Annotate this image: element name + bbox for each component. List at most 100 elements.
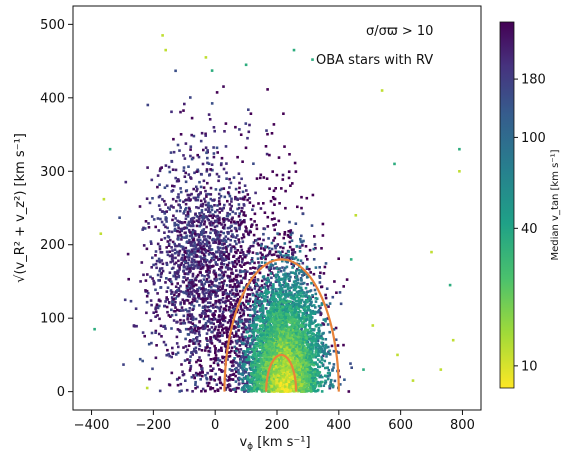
data-point	[269, 300, 273, 304]
data-point	[212, 361, 216, 365]
data-point	[158, 208, 162, 211]
data-point	[207, 201, 210, 205]
data-point	[169, 151, 173, 154]
data-point	[241, 270, 244, 273]
data-point	[223, 279, 226, 283]
data-point	[212, 152, 216, 155]
data-point	[238, 282, 241, 285]
data-point	[226, 244, 230, 248]
data-point	[193, 329, 196, 332]
data-point	[234, 222, 238, 225]
data-point	[216, 358, 219, 362]
data-point	[248, 379, 251, 382]
data-point	[225, 245, 228, 249]
data-point	[192, 224, 195, 228]
data-point	[190, 328, 194, 332]
data-point	[256, 344, 260, 348]
data-point	[159, 217, 162, 221]
data-point	[185, 298, 188, 302]
data-point	[252, 241, 256, 244]
data-point	[245, 189, 248, 192]
data-point	[256, 297, 259, 301]
data-point	[156, 174, 160, 177]
data-point	[234, 195, 237, 199]
data-point	[280, 311, 284, 315]
data-point	[179, 322, 182, 325]
data-point	[184, 350, 188, 354]
data-point	[239, 289, 242, 293]
data-point	[243, 195, 247, 199]
data-point	[213, 290, 216, 294]
data-point	[220, 239, 223, 242]
data-point	[229, 360, 233, 364]
data-point	[240, 221, 244, 224]
data-point	[266, 287, 270, 291]
data-point	[249, 305, 252, 308]
data-point	[189, 250, 193, 254]
data-point	[176, 308, 179, 312]
data-point	[227, 299, 230, 302]
data-point	[180, 261, 184, 265]
data-point	[187, 281, 191, 285]
data-point	[243, 198, 246, 201]
data-point	[185, 249, 188, 253]
data-point	[219, 250, 222, 253]
data-point	[200, 203, 203, 207]
data-point	[213, 272, 217, 276]
data-point	[205, 297, 208, 301]
data-point	[186, 266, 190, 270]
data-point	[190, 257, 194, 261]
data-point	[164, 225, 167, 229]
data-point	[239, 340, 243, 343]
data-point	[278, 281, 281, 285]
data-point	[187, 198, 190, 202]
data-point	[253, 287, 257, 290]
data-point	[232, 327, 236, 330]
data-point	[195, 351, 198, 354]
data-point	[236, 198, 239, 201]
data-point	[294, 276, 298, 280]
data-point	[208, 236, 212, 239]
data-point	[235, 361, 238, 365]
data-point	[154, 250, 158, 253]
data-point	[173, 221, 176, 225]
data-point	[166, 286, 170, 289]
data-point	[309, 297, 313, 301]
data-point	[248, 197, 251, 200]
data-point	[226, 327, 230, 331]
data-point	[212, 146, 215, 149]
data-point	[232, 299, 235, 302]
data-point	[243, 363, 247, 366]
data-point	[245, 295, 249, 299]
data-point	[250, 374, 254, 378]
data-point	[210, 283, 214, 286]
data-point	[281, 266, 284, 269]
data-point	[177, 193, 180, 196]
data-point	[170, 292, 173, 295]
data-point	[199, 326, 202, 330]
data-point	[254, 357, 257, 360]
data-point	[150, 242, 153, 245]
data-point	[244, 350, 247, 353]
data-point	[236, 297, 240, 301]
data-point	[220, 156, 224, 160]
data-point	[224, 288, 227, 292]
data-point	[242, 253, 245, 256]
data-point	[214, 372, 217, 376]
data-point	[188, 279, 192, 282]
data-point	[202, 317, 206, 321]
data-point	[211, 303, 215, 307]
data-point	[207, 253, 211, 256]
data-point	[124, 180, 128, 184]
data-point	[202, 253, 206, 257]
data-point	[200, 312, 204, 315]
data-point	[244, 335, 247, 339]
data-point	[269, 267, 273, 270]
data-point	[182, 212, 185, 215]
data-point	[244, 214, 247, 217]
data-point	[236, 293, 240, 296]
data-point	[177, 287, 181, 290]
data-point	[236, 348, 240, 351]
data-point	[190, 192, 193, 196]
data-point	[209, 231, 212, 235]
